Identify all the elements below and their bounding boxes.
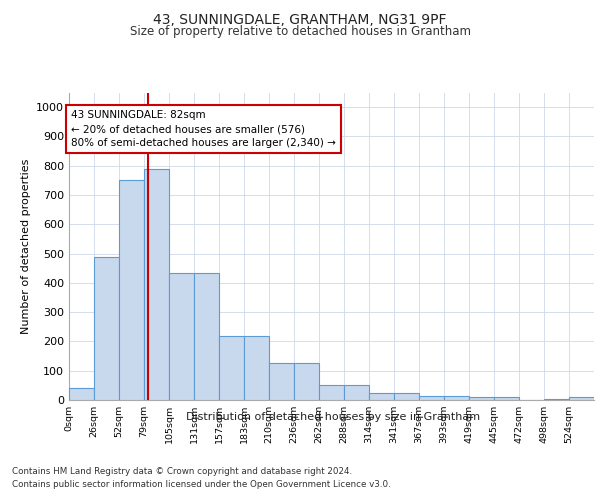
Bar — [319, 386, 344, 400]
Text: Contains public sector information licensed under the Open Government Licence v3: Contains public sector information licen… — [12, 480, 391, 489]
Bar — [469, 397, 494, 400]
Bar — [369, 392, 394, 400]
Bar — [94, 256, 119, 400]
Bar — [144, 168, 169, 400]
Bar — [344, 386, 369, 400]
Bar — [294, 364, 319, 400]
Bar — [219, 336, 244, 400]
Text: Distribution of detached houses by size in Grantham: Distribution of detached houses by size … — [186, 412, 480, 422]
Bar — [544, 398, 569, 400]
Bar — [69, 388, 94, 400]
Bar — [169, 272, 194, 400]
Y-axis label: Number of detached properties: Number of detached properties — [20, 158, 31, 334]
Text: 43 SUNNINGDALE: 82sqm
← 20% of detached houses are smaller (576)
80% of semi-det: 43 SUNNINGDALE: 82sqm ← 20% of detached … — [71, 110, 336, 148]
Bar — [444, 396, 469, 400]
Bar — [419, 396, 444, 400]
Bar — [244, 336, 269, 400]
Bar — [569, 397, 594, 400]
Text: Size of property relative to detached houses in Grantham: Size of property relative to detached ho… — [130, 25, 470, 38]
Bar — [269, 364, 294, 400]
Bar — [394, 392, 419, 400]
Bar — [494, 397, 519, 400]
Text: 43, SUNNINGDALE, GRANTHAM, NG31 9PF: 43, SUNNINGDALE, GRANTHAM, NG31 9PF — [153, 12, 447, 26]
Bar — [119, 180, 144, 400]
Text: Contains HM Land Registry data © Crown copyright and database right 2024.: Contains HM Land Registry data © Crown c… — [12, 468, 352, 476]
Bar — [194, 272, 219, 400]
